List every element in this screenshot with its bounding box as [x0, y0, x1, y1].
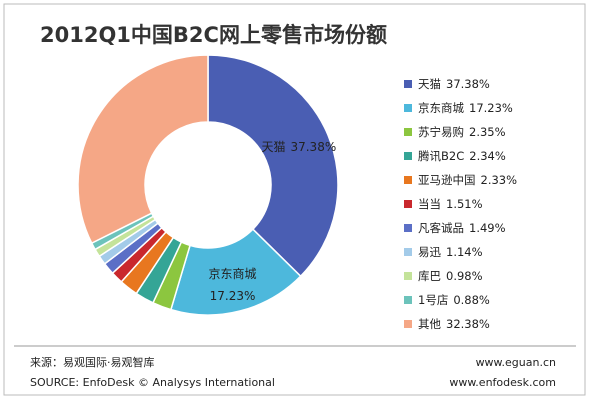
legend-name: 库巴: [418, 269, 441, 283]
slice: [77, 54, 209, 245]
legend-label: 易迅 1.14%: [418, 245, 483, 259]
legend-name: 其他: [418, 317, 441, 331]
legend-name: 当当: [418, 197, 441, 211]
legend-name: 1号店: [418, 293, 448, 307]
legend-label: 库巴 0.98%: [418, 269, 483, 283]
legend-name: 京东商城: [418, 101, 464, 115]
legend-name: 亚马逊中国: [418, 173, 476, 187]
legend-label: 其他 32.38%: [418, 317, 490, 331]
legend-swatch: [404, 80, 412, 88]
legend-value: 1.14%: [446, 245, 483, 259]
source-cn: 来源：易观国际·易观智库: [30, 355, 155, 369]
legend-value: 2.35%: [469, 125, 506, 139]
website: www.eguan.cn: [476, 356, 556, 369]
source-en: SOURCE: EnfoDesk © Analysys Internationa…: [30, 376, 275, 389]
legend-swatch: [404, 224, 412, 232]
legend-swatch: [404, 104, 412, 112]
legend-name: 腾讯B2C: [418, 149, 464, 163]
data-label-name: 天猫: [261, 139, 285, 153]
legend-value: 2.34%: [469, 149, 506, 163]
legend-swatch: [404, 200, 412, 208]
legend-label: 1号店 0.88%: [418, 293, 490, 307]
legend-label: 苏宁易购 2.35%: [418, 125, 506, 139]
legend-value: 37.38%: [446, 77, 490, 91]
legend-label: 当当 1.51%: [418, 197, 483, 211]
legend-swatch: [404, 152, 412, 160]
legend-swatch: [404, 272, 412, 280]
legend-label: 亚马逊中国 2.33%: [418, 173, 517, 187]
legend-name: 凡客诚品: [418, 221, 464, 235]
legend-name: 易迅: [418, 245, 441, 259]
legend-swatch: [404, 320, 412, 328]
data-label: 天猫 37.38%: [261, 139, 336, 153]
legend-value: 0.88%: [453, 293, 490, 307]
slice: [207, 54, 339, 278]
legend-name: 苏宁易购: [418, 125, 464, 139]
chart-title: 2012Q1中国B2C网上零售市场份额: [40, 23, 387, 47]
data-label-value: 17.23%: [210, 289, 256, 303]
legend-name: 天猫: [418, 77, 441, 91]
legend-value: 17.23%: [469, 101, 513, 115]
data-label-name: 京东商城: [209, 266, 257, 281]
legend-swatch: [404, 176, 412, 184]
legend-value: 0.98%: [446, 269, 483, 283]
legend-label: 凡客诚品 1.49%: [418, 221, 506, 235]
legend-swatch: [404, 248, 412, 256]
legend-label: 天猫 37.38%: [418, 77, 490, 91]
website: www.enfodesk.com: [449, 376, 556, 389]
legend-label: 腾讯B2C 2.34%: [418, 149, 506, 163]
legend-value: 32.38%: [446, 317, 490, 331]
legend-value: 1.51%: [446, 197, 483, 211]
legend-swatch: [404, 296, 412, 304]
legend-value: 1.49%: [469, 221, 506, 235]
legend-label: 京东商城 17.23%: [418, 101, 513, 115]
legend-value: 2.33%: [481, 173, 518, 187]
data-label-value: 37.38%: [290, 139, 336, 153]
legend-swatch: [404, 128, 412, 136]
